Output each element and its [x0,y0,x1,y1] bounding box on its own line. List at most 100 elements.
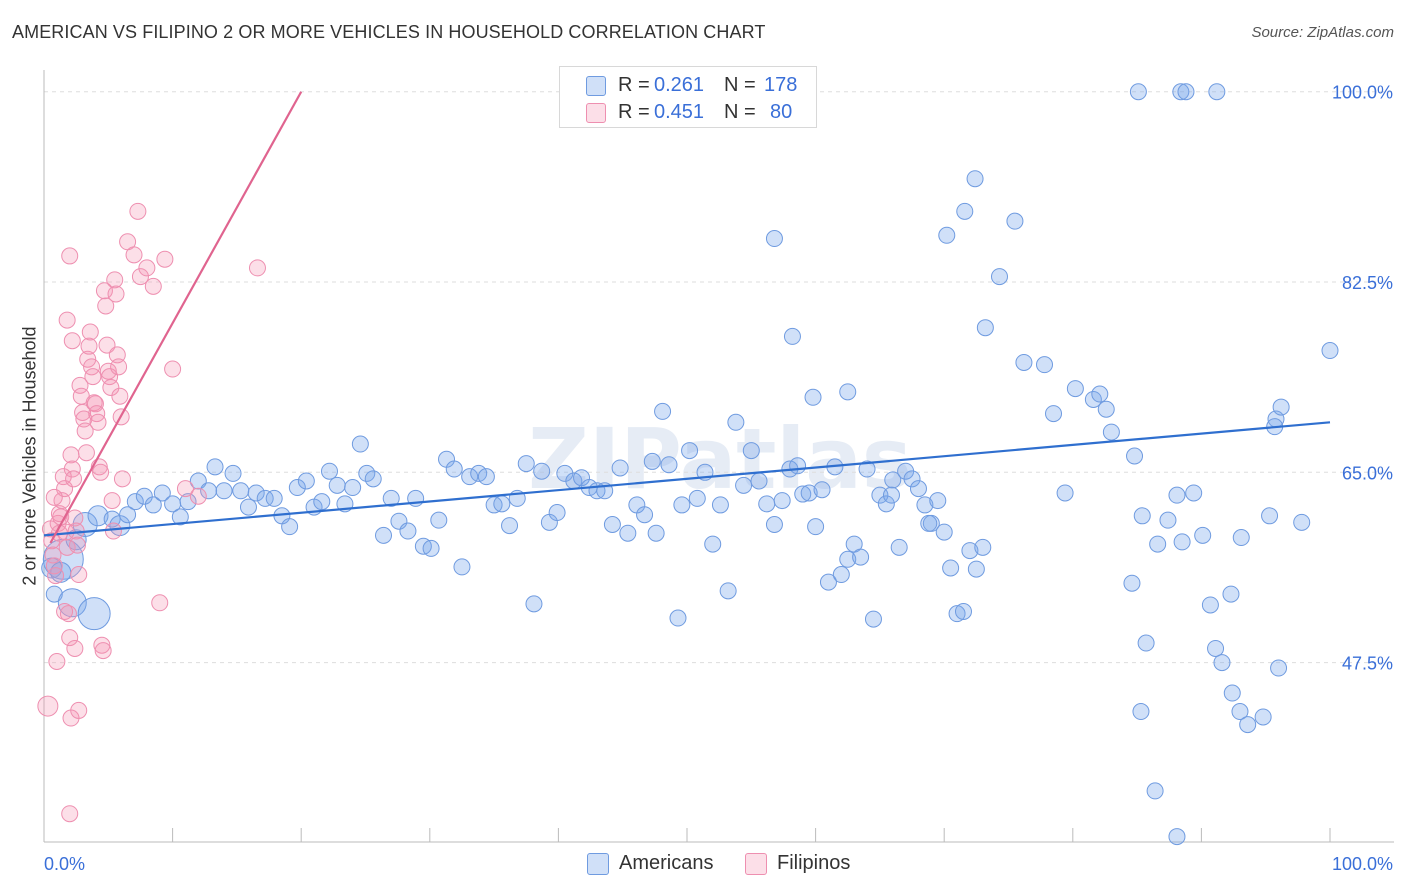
americans-point [704,535,722,553]
americans-point [1036,356,1054,374]
filipinos-point [66,509,84,527]
americans-point [239,498,257,516]
americans-point [87,505,109,527]
americans-point [1208,83,1226,101]
filipinos-point [99,362,117,380]
americans-point [909,480,927,498]
americans-point [1231,703,1249,721]
filipinos-point [113,470,131,488]
americans-point [935,523,953,541]
americans-point [783,327,801,345]
americans-point [794,485,812,503]
americans-point [819,573,837,591]
americans-point [647,524,665,542]
americans-point [1056,484,1074,502]
americans-point [1102,423,1120,441]
americans-point [839,383,857,401]
americans-point [1015,353,1033,371]
legend-n-value: 80 [770,101,793,123]
americans-point [171,508,189,526]
americans-point [1006,212,1024,230]
americans-point [967,560,985,578]
legend-r-value: 0.451 [654,101,705,123]
filipinos-point [80,337,98,355]
americans-point [57,588,87,618]
filipinos-point [102,378,120,396]
americans-point [297,472,315,490]
filipinos-point [61,805,79,823]
americans-point [877,495,895,513]
americans-point [265,489,283,507]
filipinos-point [92,463,110,481]
americans-point [1126,447,1144,465]
americans-point [493,495,511,513]
americans-point [445,460,463,478]
filipinos-point [77,444,95,462]
americans-point [1159,511,1177,529]
americans-point [119,506,137,524]
filipinos-point [63,332,81,350]
tick-labels: 47.5% 65.0% 82.5% 100.0% 0.0% 100.0% [44,83,1393,874]
filipinos-point [176,480,194,498]
americans-point [742,442,760,460]
correlation-legend: R = 0.261 N = 178 R = 0.451 N = 80 [559,66,817,128]
filipinos-point [93,636,111,654]
americans-point [1272,398,1290,416]
americans-point [1066,380,1084,398]
americans-point [882,486,900,504]
watermark: ZIPatlas [528,410,912,508]
americans-point [789,457,807,475]
chart-source: Source: ZipAtlas.com [1251,24,1394,41]
americans-point [727,413,745,431]
filipinos-point [61,247,79,265]
filipinos-point [94,642,112,660]
americans-point [281,518,299,536]
americans-point [525,595,543,613]
filipinos-point [66,639,84,657]
americans-point [956,202,974,220]
americans-point [804,388,822,406]
americans-point [758,495,776,513]
grid-lines [44,91,1394,664]
americans-point [871,486,889,504]
filipinos-point [44,546,62,564]
americans-point [1137,634,1155,652]
americans-point [215,482,233,500]
americans-point [916,496,934,514]
americans-point [719,582,737,600]
americans-point [1091,385,1109,403]
americans-point [1132,703,1150,721]
filipinos-point [156,250,174,268]
americans-point [948,605,966,623]
filipinos-point [45,488,63,506]
americans-point [773,492,791,510]
americans-point [382,489,400,507]
americans-point [548,504,566,522]
filipinos-point [88,405,106,423]
filipinos-point [89,413,107,431]
americans-point [961,542,979,560]
filipinos-point [125,246,143,264]
filipinos-point [84,368,102,386]
americans-point [247,484,265,502]
x-tick-label-start: 0.0% [44,854,85,874]
americans-point [224,464,242,482]
americans-point [77,597,111,631]
filipinos-point [79,350,97,368]
americans-point [179,493,197,511]
americans-point [1177,83,1195,101]
americans-point [533,462,551,480]
filipinos-point [164,360,182,378]
americans-point [153,484,171,502]
americans-point [1261,507,1279,525]
americans-point [1254,708,1272,726]
filipinos-point [97,297,115,315]
americans-point [1223,684,1241,702]
filipinos-point [37,695,59,717]
americans-point [688,489,706,507]
americans-point [711,496,729,514]
filipinos-point [65,470,83,488]
filipinos-trend-line [49,91,303,544]
americans-point [832,566,850,584]
